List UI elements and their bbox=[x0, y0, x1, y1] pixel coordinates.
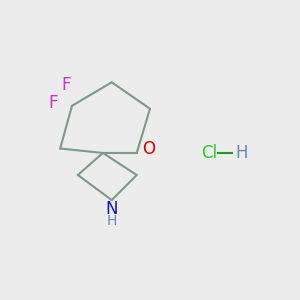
Text: F: F bbox=[48, 94, 58, 112]
Text: Cl: Cl bbox=[201, 144, 217, 162]
Text: F: F bbox=[61, 76, 71, 94]
Text: N: N bbox=[106, 200, 118, 218]
Text: O: O bbox=[142, 140, 155, 158]
Text: H: H bbox=[235, 144, 247, 162]
Text: H: H bbox=[106, 214, 117, 228]
